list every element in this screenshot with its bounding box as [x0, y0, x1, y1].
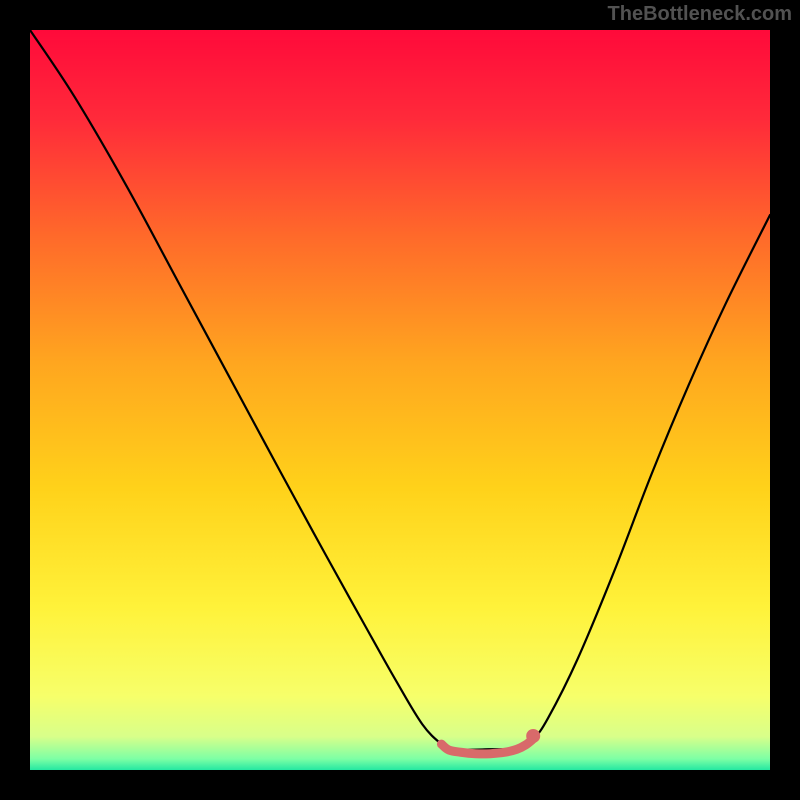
axis-frame [0, 0, 800, 800]
frame-right [770, 0, 800, 800]
frame-left [0, 0, 30, 800]
watermark-text: TheBottleneck.com [608, 0, 792, 28]
frame-bottom [0, 770, 800, 800]
chart-stage: TheBottleneck.com [0, 0, 800, 800]
